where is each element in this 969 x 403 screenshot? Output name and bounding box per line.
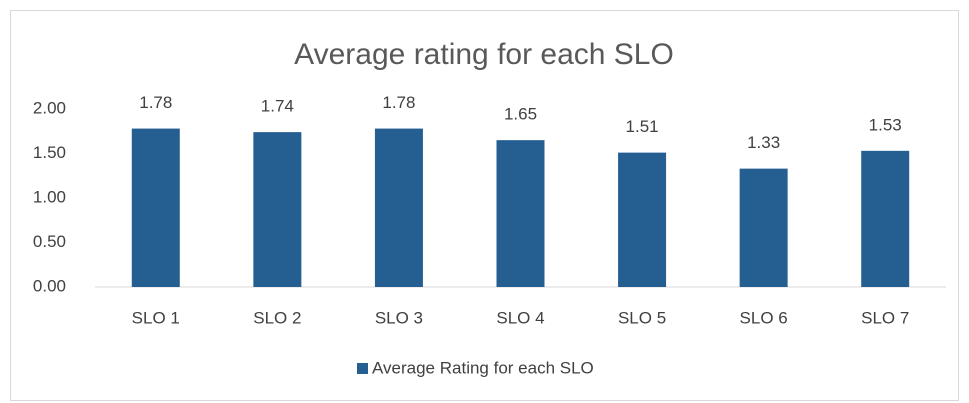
- legend-label: Average Rating for each SLO: [372, 358, 594, 377]
- y-tick-label: 1.00: [33, 187, 66, 206]
- data-label: 1.78: [382, 93, 415, 112]
- x-tick-label: SLO 1: [132, 308, 180, 327]
- data-label: 1.51: [626, 117, 659, 136]
- x-tick-label: SLO 5: [618, 308, 666, 327]
- bar: [131, 128, 180, 287]
- data-label: 1.74: [261, 97, 294, 116]
- y-tick-label: 0.00: [33, 276, 66, 295]
- data-label: 1.53: [869, 115, 902, 134]
- x-tick-label: SLO 2: [253, 308, 301, 327]
- bar: [253, 132, 302, 287]
- legend-swatch: [357, 363, 368, 374]
- data-label: 1.65: [504, 105, 537, 124]
- x-tick-label: SLO 6: [740, 308, 788, 327]
- x-tick-label: SLO 3: [375, 308, 423, 327]
- x-tick-label: SLO 7: [861, 308, 909, 327]
- y-tick-label: 2.00: [33, 98, 66, 117]
- bar: [618, 152, 667, 287]
- y-tick-label: 1.50: [33, 143, 66, 162]
- bar: [496, 140, 545, 287]
- bar: [739, 168, 788, 287]
- x-tick-label: SLO 4: [496, 308, 544, 327]
- y-tick-label: 0.50: [33, 232, 66, 251]
- data-label: 1.33: [747, 133, 780, 152]
- bar: [861, 150, 910, 287]
- bar: [374, 128, 423, 287]
- chart-title: Average rating for each SLO: [294, 38, 674, 71]
- data-label: 1.78: [139, 93, 172, 112]
